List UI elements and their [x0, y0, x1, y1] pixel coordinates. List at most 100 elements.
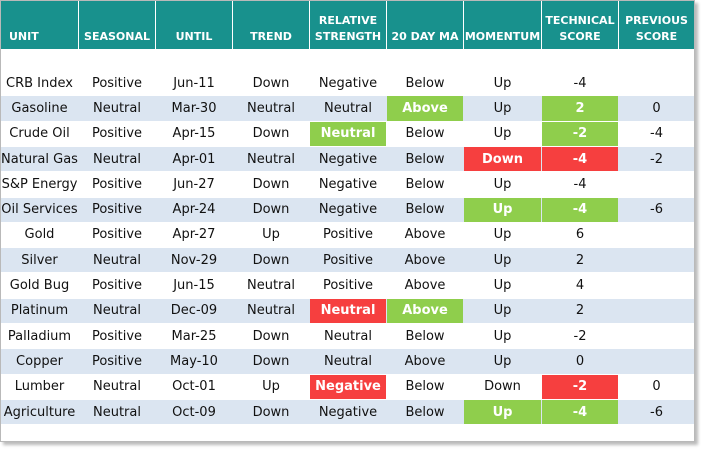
table-cell: Up	[464, 399, 541, 425]
table-cell: Apr-01	[172, 151, 216, 167]
table-cell: Down	[252, 328, 290, 344]
table-cell: Below	[405, 126, 445, 142]
table-cell: Jun-15	[173, 278, 215, 294]
table-cell: Down	[252, 176, 290, 192]
column-header: SEASONAL	[79, 1, 156, 49]
table-cell: Down	[252, 75, 290, 91]
table-cell: Below	[405, 404, 445, 420]
table-cell: Down	[252, 353, 290, 369]
table-cell: Apr-27	[172, 227, 216, 243]
table-cell: 0	[652, 100, 661, 116]
table-cell: Neutral	[93, 151, 141, 167]
table-cell: 0	[575, 353, 585, 369]
table-cell: Palladium	[7, 328, 72, 344]
table-cell: Below	[405, 75, 445, 91]
table-cell: Positive	[91, 75, 143, 91]
table-cell: Up	[493, 227, 512, 243]
table-cell: Down	[484, 379, 521, 395]
table-cell: Silver	[21, 252, 58, 268]
row-background	[1, 172, 694, 197]
table-cell: Below	[405, 176, 445, 192]
table-cell: 2	[542, 96, 618, 121]
table-cell: Gold	[24, 227, 55, 243]
table-cell: Up	[493, 176, 512, 192]
table-cell: Neutral	[324, 328, 372, 344]
table-cell: 0	[652, 379, 661, 395]
table-cell: Down	[252, 252, 290, 268]
table-cell: Above	[387, 298, 463, 323]
table-cell: Gasoline	[11, 100, 68, 116]
table-cell: Below	[405, 379, 445, 395]
row-background	[1, 71, 694, 96]
table-cell: Negative	[310, 374, 386, 399]
table-cell: Neutral	[247, 278, 295, 294]
table-cell: Neutral	[310, 121, 386, 146]
column-header: TECHNICAL SCORE	[542, 1, 619, 49]
table-cell: Jun-27	[173, 176, 215, 192]
table-cell: Above	[404, 278, 446, 294]
table-cell: Down	[252, 126, 290, 142]
row-background	[1, 273, 694, 298]
table-cell: Below	[405, 151, 445, 167]
row-background	[1, 349, 694, 374]
column-header: RELATIVE STRENGTH	[310, 1, 387, 49]
table: UNIT SEASONAL UNTIL TREND RELATIVE STRENGTH 2…	[0, 0, 695, 442]
table-cell: Positive	[91, 353, 143, 369]
table-cell: Positive	[322, 252, 374, 268]
column-header: UNIT	[1, 1, 79, 49]
table-cell: Neutral	[310, 298, 386, 323]
row-background	[1, 222, 694, 248]
table-cell: -4	[573, 176, 587, 192]
table-cell: Below	[405, 202, 445, 218]
table-cell: Nov-29	[170, 252, 218, 268]
table-cell: Lumber	[14, 379, 65, 395]
table-cell: Neutral	[93, 404, 141, 420]
table-cell: -4	[542, 197, 618, 222]
table-cell: Negative	[318, 404, 378, 420]
table-cell: Gold Bug	[9, 278, 70, 294]
table-cell: Down	[464, 146, 541, 172]
table-cell: -2	[650, 151, 663, 167]
table-cell: Neutral	[93, 100, 141, 116]
table-cell: Up	[493, 100, 512, 116]
table-cell: Negative	[318, 202, 378, 218]
table-cell: Up	[493, 278, 512, 294]
table-cell: Positive	[91, 126, 143, 142]
table-cell: Apr-24	[172, 202, 216, 218]
table-cell: Mar-25	[171, 328, 217, 344]
table-cell: 4	[575, 278, 585, 294]
table-cell: Down	[252, 202, 290, 218]
table-cell: Positive	[91, 227, 143, 243]
column-header: TREND	[233, 1, 310, 49]
table-cell: Neutral	[93, 252, 141, 268]
table-cell: Positive	[91, 202, 143, 218]
table-cell: Negative	[318, 151, 378, 167]
column-header: UNTIL	[156, 1, 233, 49]
column-header: PREVIOUS SCORE	[619, 1, 694, 49]
table-cell: 6	[575, 227, 585, 243]
table-cell: Agriculture	[3, 404, 76, 420]
table-cell: Mar-30	[171, 100, 217, 116]
table-cell: Positive	[322, 227, 374, 243]
table-cell: 2	[575, 303, 585, 319]
table-cell: Positive	[322, 278, 374, 294]
table-cell: Up	[493, 328, 512, 344]
table-cell: Negative	[318, 75, 378, 91]
table-cell: Neutral	[324, 353, 372, 369]
table-cell: -4	[650, 126, 663, 142]
table-cell: Up	[493, 303, 512, 319]
table-cell: Positive	[91, 176, 143, 192]
table-cell: -2	[542, 121, 618, 146]
table-cell: Neutral	[93, 303, 141, 319]
table-cell: Natural Gas	[1, 151, 78, 167]
table-cell: -4	[542, 146, 618, 172]
table-cell: Up	[262, 379, 280, 395]
table-cell: Up	[464, 197, 541, 222]
table-cell: Above	[404, 252, 446, 268]
table-cell: Neutral	[324, 100, 372, 116]
table-cell: Dec-09	[170, 303, 218, 319]
table-cell: Platinum	[10, 303, 69, 319]
table-cell: Oct-09	[172, 404, 216, 420]
table-cell: May-10	[170, 353, 218, 369]
table-cell: Below	[405, 328, 445, 344]
